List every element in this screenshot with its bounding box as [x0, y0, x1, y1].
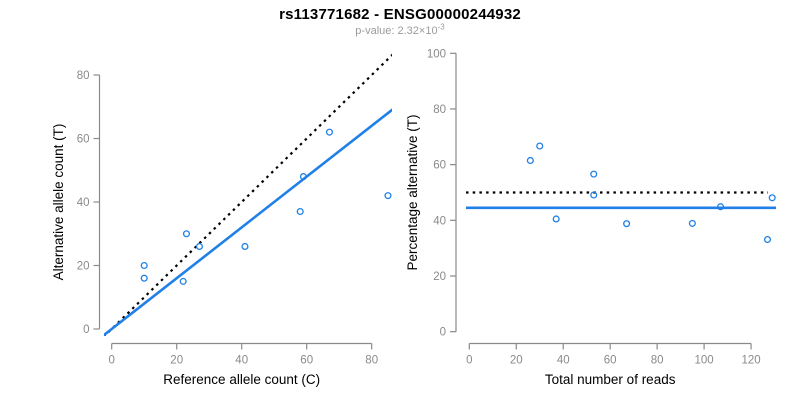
data-point	[623, 220, 631, 228]
data-point	[384, 192, 392, 200]
x-tick-label: 40	[557, 355, 570, 367]
y-tick-label: 100	[427, 48, 446, 60]
data-point	[590, 170, 598, 178]
data-point	[325, 128, 334, 136]
x-tick-label: 60	[300, 355, 313, 367]
x-tick-label: 80	[651, 355, 664, 367]
y-tick-label: 0	[83, 324, 89, 336]
scatter-plot-left: 0 20 40 60 80 0 20 40 60 80 Reference allele count…	[51, 53, 392, 387]
figure-subtitle: p-value: 2.32×10-3	[0, 22, 800, 37]
x-axis-title: Reference allele count (C)	[163, 372, 320, 387]
y-tick-label: 40	[77, 197, 90, 209]
data-point	[768, 194, 776, 202]
fit-line	[104, 108, 392, 336]
y-axis-title: Alternative allele count (T)	[51, 124, 66, 281]
data-point	[241, 242, 249, 251]
x-tick-label: 60	[604, 355, 617, 367]
data-point	[140, 274, 148, 282]
x-tick-label: 20	[510, 355, 523, 367]
x-tick-label: 100	[695, 355, 714, 367]
data-point	[716, 203, 725, 211]
x-tick-label: 40	[235, 355, 248, 367]
subtitle-exponent: -3	[437, 22, 445, 32]
y-tick-label: 60	[433, 160, 446, 172]
x-tick-label: 120	[741, 355, 760, 367]
x-tick-label: 0	[108, 355, 114, 367]
y-axis-title: Percentage alternative (T)	[405, 114, 420, 270]
plot-lines	[104, 53, 392, 336]
data-point	[590, 191, 598, 199]
data-point	[296, 207, 304, 216]
x-tick-label: 0	[466, 355, 472, 367]
data-point	[195, 242, 204, 251]
y-tick-label: 20	[77, 261, 90, 273]
data-point	[536, 142, 544, 150]
data-point	[688, 219, 696, 227]
y-tick-label: 80	[433, 104, 446, 116]
data-point	[299, 173, 308, 181]
y-tick-label: 80	[77, 70, 90, 82]
reference-dotted-line	[104, 53, 392, 336]
plot-lines	[466, 191, 776, 210]
x-tick-label: 80	[365, 355, 378, 367]
x-tick-label: 20	[170, 355, 183, 367]
figure-title: rs113771682 - ENSG00000244932	[279, 6, 521, 23]
y-tick-label: 0	[440, 327, 446, 339]
data-point	[140, 261, 148, 270]
y-tick-label: 40	[433, 215, 446, 227]
scatter-plot-right: 0 20 40 60 80 100 0 20 40 60 80 100 120 Total number …	[405, 48, 776, 387]
y-tick-label: 60	[77, 134, 90, 146]
data-point	[182, 230, 191, 238]
data-point	[552, 215, 560, 223]
subtitle-base: p-value: 2.32×10	[355, 25, 438, 37]
data-point	[763, 235, 772, 244]
y-tick-label: 20	[433, 271, 446, 283]
data-point	[179, 277, 187, 285]
x-axis-title: Total number of reads	[545, 372, 676, 387]
data-point	[526, 156, 534, 165]
